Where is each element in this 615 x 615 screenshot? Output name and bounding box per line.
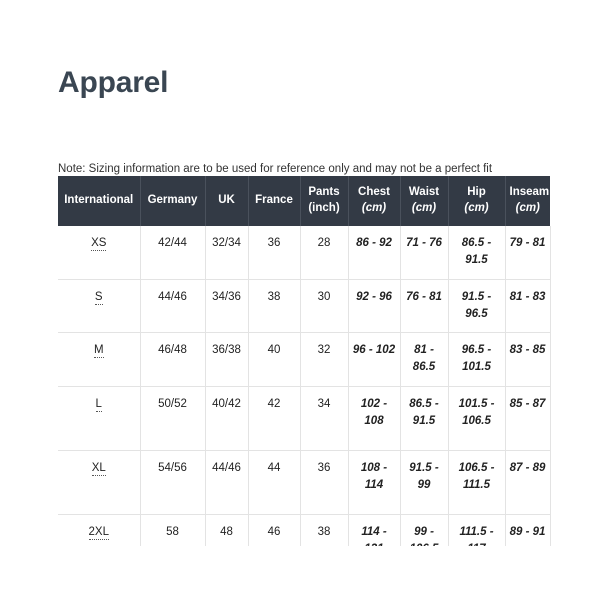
column-header-hip: Hip (cm) — [448, 176, 506, 226]
cell-inseam-cm: 89 - 91 — [505, 514, 551, 546]
header-label: Inseam — [509, 186, 550, 199]
cell-hip-cm: 106.5 - 111.5 — [448, 450, 506, 515]
table-header: International Germany UK France Pants (i… — [58, 176, 550, 226]
cell-uk: 40/42 — [205, 386, 249, 451]
size-label: L — [95, 397, 102, 412]
cell-pants-inch: 36 — [300, 450, 349, 515]
header-label: Pants — [308, 186, 340, 199]
cell-waist-cm: 86.5 - 91.5 — [400, 386, 449, 451]
cell-pants-inch: 34 — [300, 386, 349, 451]
header-label: Hip — [467, 186, 486, 199]
cell-hip-cm: 86.5 - 91.5 — [448, 226, 506, 280]
cell-inseam-cm: 85 - 87 — [505, 386, 551, 451]
cell-uk: 48 — [205, 514, 249, 546]
cell-germany: 46/48 — [140, 332, 206, 387]
cell-hip-cm: 91.5 - 96.5 — [448, 279, 506, 333]
cell-chest-cm: 114 - 121 — [348, 514, 401, 546]
column-header-chest: Chest (cm) — [348, 176, 401, 226]
cell-germany: 50/52 — [140, 386, 206, 451]
cell-pants-inch: 32 — [300, 332, 349, 387]
size-label: M — [93, 344, 104, 358]
column-header-uk: UK — [205, 176, 249, 226]
cell-chest-cm: 108 - 114 — [348, 450, 401, 515]
cell-international: 2XL — [58, 514, 141, 546]
cell-waist-cm: 76 - 81 — [400, 279, 449, 333]
table-row: XL 54/56 44/46 44 36 108 - 114 91.5 - 99… — [58, 450, 551, 515]
column-header-germany: Germany — [140, 176, 206, 226]
apparel-size-table: International Germany UK France Pants (i… — [58, 176, 551, 546]
page-title: Apparel — [58, 66, 169, 99]
cell-uk: 36/38 — [205, 332, 249, 387]
table-row: M 46/48 36/38 40 32 96 - 102 81 - 86.5 9… — [58, 332, 551, 387]
cell-hip-cm: 111.5 - 117 — [448, 514, 506, 546]
sizing-note: Note: Sizing information are to be used … — [58, 162, 493, 175]
cell-international: XL — [58, 450, 141, 515]
header-unit: (cm) — [411, 202, 437, 214]
table-row: S 44/46 34/36 38 30 92 - 96 76 - 81 91.5… — [58, 279, 551, 333]
cell-inseam-cm: 79 - 81 — [505, 226, 551, 280]
cell-waist-cm: 71 - 76 — [400, 226, 449, 280]
cell-waist-cm: 91.5 - 99 — [400, 450, 449, 515]
header-label: Germany — [147, 194, 198, 207]
cell-france: 40 — [248, 332, 301, 387]
cell-inseam-cm: 83 - 85 — [505, 332, 551, 387]
cell-waist-cm: 99 - 106.5 — [400, 514, 449, 546]
cell-france: 36 — [248, 226, 301, 280]
cell-hip-cm: 101.5 - 106.5 — [448, 386, 506, 451]
header-label: France — [255, 194, 293, 207]
column-header-inseam: Inseam (cm) — [505, 176, 550, 226]
cell-uk: 32/34 — [205, 226, 249, 280]
cell-hip-cm: 96.5 - 101.5 — [448, 332, 506, 387]
cell-international: S — [58, 279, 141, 333]
page-container: Apparel Note: Sizing information are to … — [58, 66, 551, 546]
cell-france: 42 — [248, 386, 301, 451]
column-header-international: International — [58, 176, 141, 226]
table-row: L 50/52 40/42 42 34 102 - 108 86.5 - 91.… — [58, 386, 551, 451]
cell-waist-cm: 81 - 86.5 — [400, 332, 449, 387]
header-unit: (cm) — [515, 202, 540, 214]
header-label: UK — [218, 194, 235, 207]
cell-germany: 42/44 — [140, 226, 206, 280]
table-row: 2XL 58 48 46 38 114 - 121 99 - 106.5 111… — [58, 514, 551, 546]
header-label: International — [64, 194, 134, 207]
cell-inseam-cm: 87 - 89 — [505, 450, 551, 515]
cell-inseam-cm: 81 - 83 — [505, 279, 551, 333]
table-row: XS 42/44 32/34 36 28 86 - 92 71 - 76 86.… — [58, 226, 551, 280]
page-bottom-area — [0, 546, 615, 615]
cell-international: XS — [58, 226, 141, 280]
size-label: XL — [91, 461, 106, 476]
cell-chest-cm: 96 - 102 — [348, 332, 401, 387]
size-label: XS — [91, 237, 107, 251]
header-unit: (cm) — [464, 202, 489, 214]
cell-chest-cm: 92 - 96 — [348, 279, 401, 333]
cell-germany: 44/46 — [140, 279, 206, 333]
table-body: XS 42/44 32/34 36 28 86 - 92 71 - 76 86.… — [58, 226, 551, 546]
size-label: S — [94, 290, 103, 305]
column-header-france: France — [248, 176, 301, 226]
header-label: Waist — [408, 186, 440, 199]
header-unit: (inch) — [308, 202, 340, 214]
cell-pants-inch: 38 — [300, 514, 349, 546]
header-label: Chest — [358, 186, 390, 199]
column-header-pants: Pants (inch) — [300, 176, 349, 226]
cell-pants-inch: 30 — [300, 279, 349, 333]
cell-germany: 54/56 — [140, 450, 206, 515]
cell-uk: 34/36 — [205, 279, 249, 333]
size-label: 2XL — [88, 525, 109, 540]
cell-international: M — [58, 332, 141, 387]
cell-pants-inch: 28 — [300, 226, 349, 280]
cell-germany: 58 — [140, 514, 206, 546]
cell-chest-cm: 86 - 92 — [348, 226, 401, 280]
header-unit: (cm) — [361, 202, 387, 214]
cell-chest-cm: 102 - 108 — [348, 386, 401, 451]
cell-france: 44 — [248, 450, 301, 515]
cell-uk: 44/46 — [205, 450, 249, 515]
column-header-waist: Waist (cm) — [400, 176, 449, 226]
cell-international: L — [58, 386, 141, 451]
cell-france: 46 — [248, 514, 301, 546]
cell-france: 38 — [248, 279, 301, 333]
table-header-row: International Germany UK France Pants (i… — [58, 176, 550, 226]
